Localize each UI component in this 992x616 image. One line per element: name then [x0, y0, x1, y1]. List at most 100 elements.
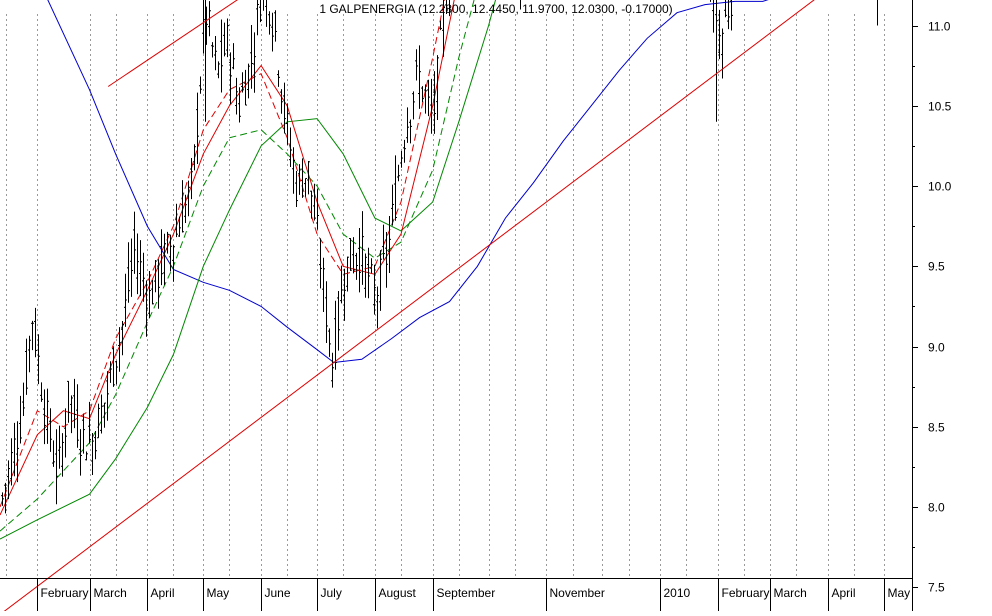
price-bar [115, 360, 118, 385]
price-bar [427, 79, 430, 117]
price-bar [73, 378, 76, 429]
price-bar [268, 11, 271, 35]
price-bar [358, 227, 361, 293]
price-bar [31, 320, 34, 351]
series-line-2 [0, 0, 475, 532]
x-tick-label: February [722, 586, 770, 600]
price-bar [61, 433, 64, 477]
price-bar [263, 0, 264, 11]
price-bar [91, 433, 94, 476]
price-bar [67, 380, 70, 423]
price-bar [100, 394, 103, 434]
price-bar [58, 425, 61, 469]
price-bar [109, 361, 112, 383]
price-bar [184, 194, 187, 223]
price-bar [718, 9, 721, 60]
price-bar [346, 256, 349, 292]
price-bar [277, 70, 280, 87]
price-bar [373, 264, 376, 315]
price-bar [52, 440, 55, 467]
x-tick-label: April [832, 586, 856, 600]
trend-channel [0, 0, 815, 615]
series-line-0 [47, 0, 769, 364]
price-bar [355, 252, 358, 280]
price-bar [190, 157, 193, 200]
price-bar [442, 0, 445, 57]
price-bar [64, 408, 67, 458]
price-bar [340, 265, 343, 304]
price-bar [202, 0, 205, 54]
price-bar [148, 271, 151, 319]
price-bar [307, 160, 310, 195]
price-bar [106, 371, 109, 421]
x-tick-label: April [151, 586, 175, 600]
lower-trendline [0, 0, 815, 615]
price-bar [403, 139, 406, 163]
moving-average-lines [0, 0, 769, 540]
price-bar [253, 32, 256, 93]
price-bar [376, 286, 379, 329]
price-bar [724, 0, 727, 18]
price-bar [265, 0, 267, 27]
price-bar [181, 180, 184, 233]
price-bar [157, 259, 160, 309]
price-bar [130, 238, 133, 297]
price-bar [421, 86, 424, 103]
price-bar [175, 203, 178, 238]
price-bar [400, 151, 403, 168]
price-bar [127, 242, 130, 303]
price-bar [304, 177, 307, 197]
series-line-1 [0, 0, 497, 540]
price-bar [82, 413, 85, 454]
price-bar [244, 69, 247, 106]
price-bar [349, 237, 352, 271]
y-tick-label: 7.5 [928, 581, 945, 595]
price-bar [214, 36, 217, 71]
x-axis-ticks: February March April May June July August Septe… [37, 578, 910, 611]
price-bar [727, 0, 730, 30]
x-tick-label: March [774, 586, 807, 600]
price-bar [247, 63, 250, 99]
price-bar [172, 244, 175, 282]
price-bar [283, 82, 286, 134]
x-tick-label: 2010 [664, 586, 691, 600]
price-bar [292, 147, 295, 194]
price-bars [1, 0, 878, 514]
x-tick-label: May [207, 586, 230, 600]
price-bar [721, 28, 724, 79]
price-bar [449, 0, 450, 17]
y-tick-label: 10.0 [928, 180, 952, 194]
price-bar [415, 49, 418, 81]
price-bar [10, 438, 13, 486]
price-bar [382, 224, 385, 260]
price-bar [730, 0, 733, 31]
price-bar [316, 188, 319, 230]
price-bar [46, 388, 49, 444]
x-tick-label: February [41, 586, 89, 600]
y-tick-label: 9.0 [928, 341, 945, 355]
price-bar [364, 253, 367, 298]
price-bar [331, 352, 334, 388]
price-bar [160, 229, 163, 286]
price-bar [328, 328, 331, 357]
y-tick-label: 8.5 [928, 421, 945, 435]
price-bar [259, 0, 262, 23]
price-bar [241, 72, 244, 93]
price-bar [430, 78, 433, 134]
price-bar [370, 258, 373, 274]
price-bar [79, 429, 82, 476]
price-bar [97, 403, 100, 439]
price-bar [391, 184, 394, 226]
price-bar [85, 451, 88, 461]
price-bar [40, 382, 43, 402]
price-bar [133, 211, 136, 274]
x-tick-label: July [321, 586, 342, 600]
price-bar [343, 268, 346, 321]
price-bar [412, 91, 415, 120]
price-bar [235, 77, 238, 115]
price-bar [199, 76, 202, 94]
price-bar [406, 107, 409, 143]
y-tick-label: 11.0 [928, 20, 951, 34]
